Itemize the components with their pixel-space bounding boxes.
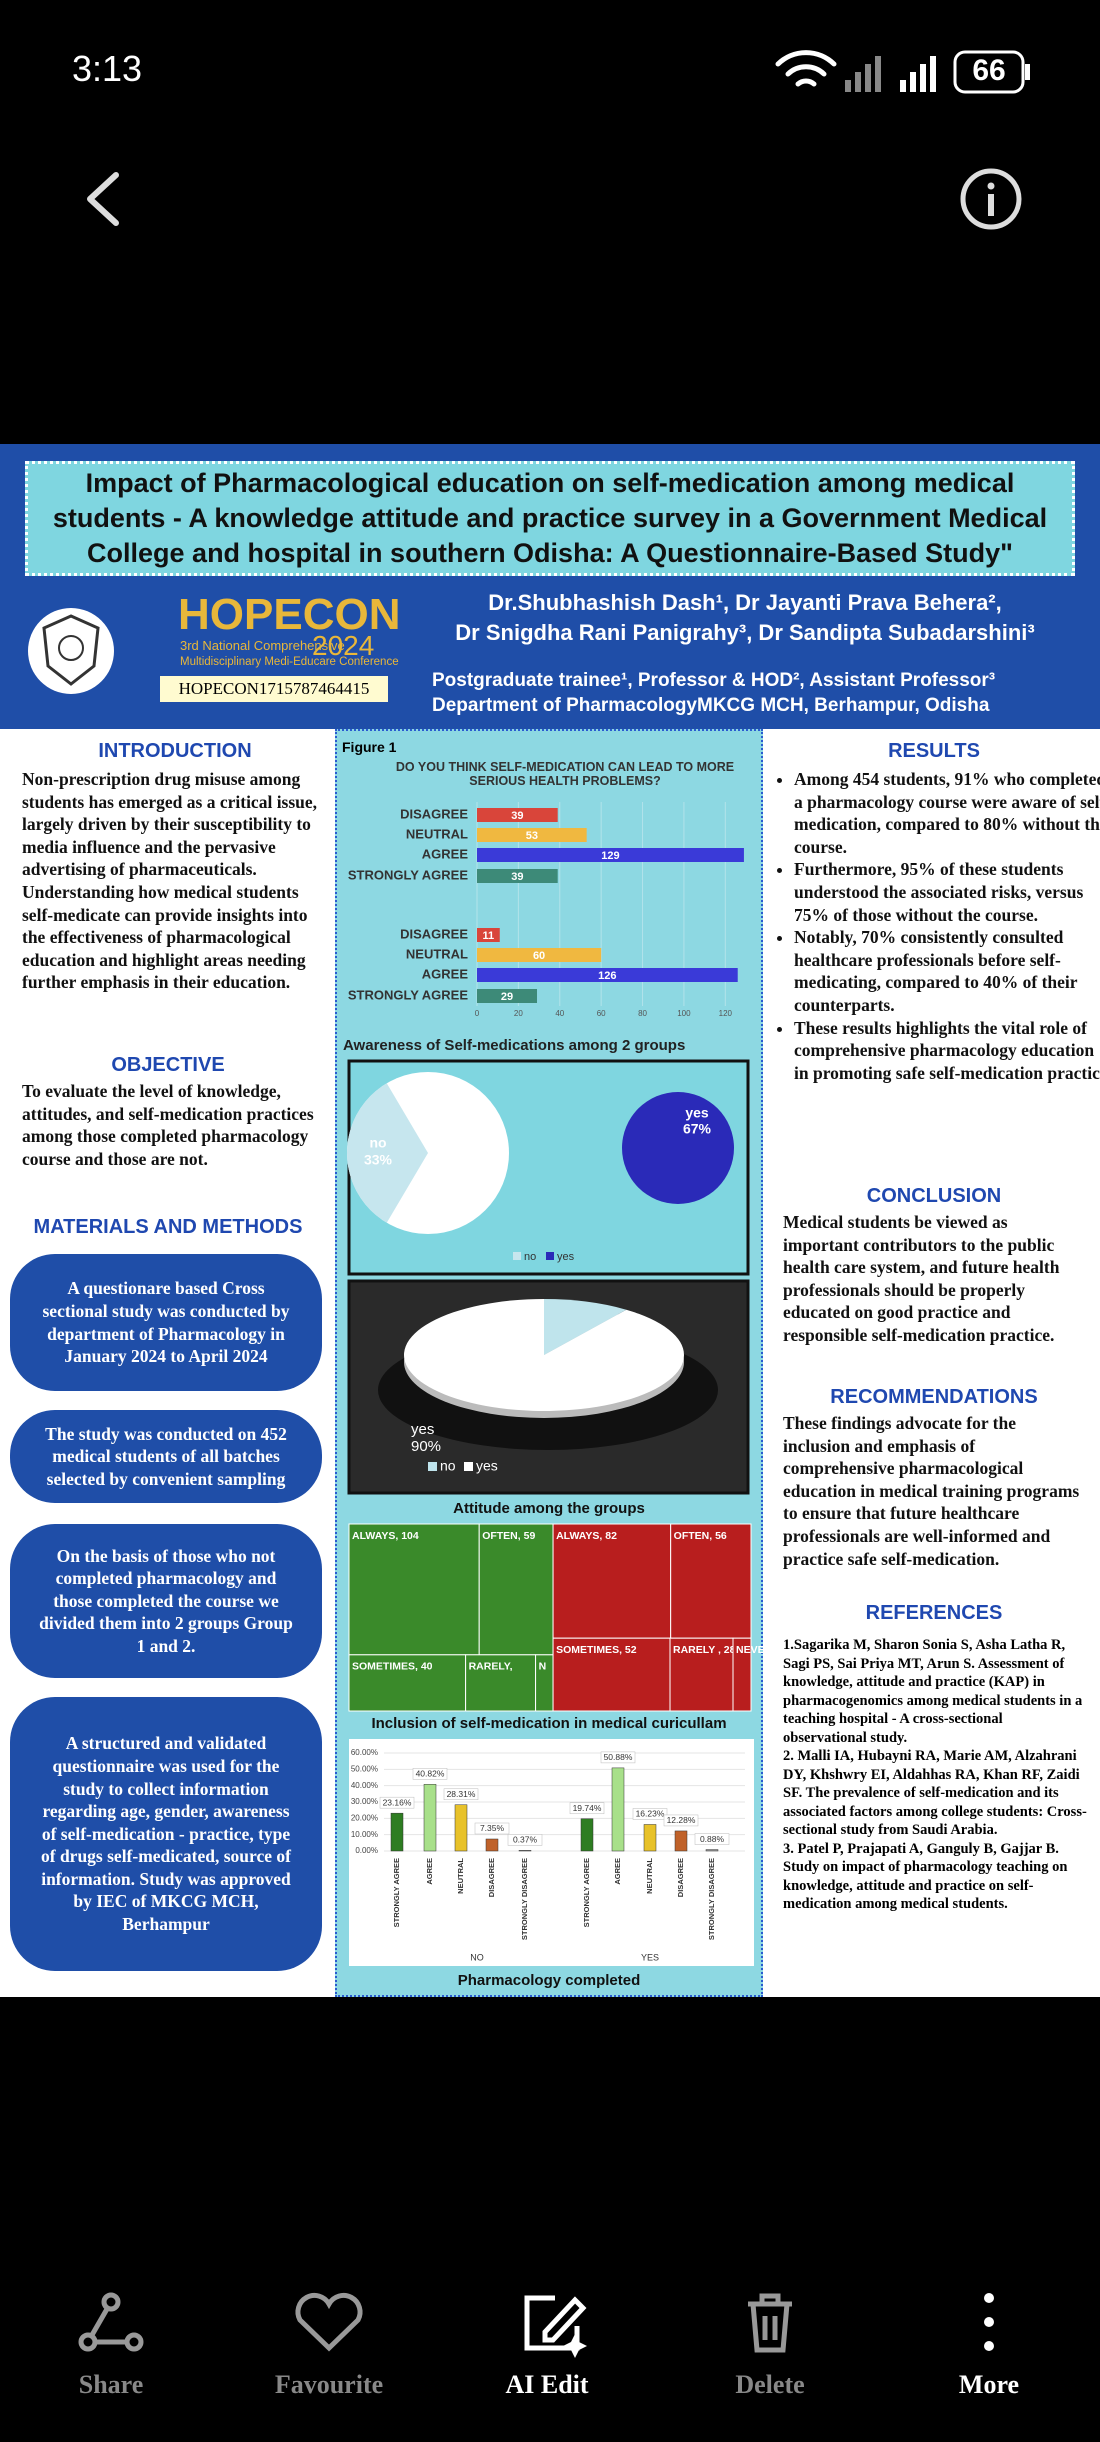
signal-icon — [845, 56, 881, 92]
result-bullet: Among 454 students, 91% who completed a … — [794, 768, 1100, 858]
battery-tip — [1025, 64, 1030, 80]
affiliation-line: Postgraduate trainee¹, Professor & HOD²,… — [432, 670, 996, 691]
nav-label[interactable]: More — [958, 2370, 1020, 2399]
reference: 2. Malli IA, Hubayni RA, Marie AM, Alzah… — [783, 1748, 1087, 1838]
result-bullet: Notably, 70% consistently consulted heal… — [794, 926, 1100, 1016]
conference-year: 2024 — [312, 630, 375, 661]
ai-edit-icon[interactable] — [524, 2295, 587, 2358]
conference-name: HOPECON — [178, 590, 401, 639]
references-list: 1.Sagarika M, Sharon Sonia S, Asha Latha… — [783, 1636, 1088, 1914]
battery-icon — [953, 50, 1025, 94]
nav-label[interactable]: Favourite — [274, 2370, 384, 2399]
objective-text: To evaluate the level of knowledge, atti… — [22, 1081, 314, 1169]
signal-icon — [900, 56, 936, 92]
author-line: Dr.Shubhashish Dash¹, Dr Jayanti Prava B… — [488, 590, 1002, 615]
chart-title: Awareness of Self-medications among 2 gr… — [343, 1037, 686, 1054]
conference-line: Multidisciplinary Medi-Educare Conferenc… — [180, 656, 399, 668]
result-bullet: These results highlights the vital role … — [794, 1017, 1100, 1085]
section-heading: RECOMMENDATIONS — [830, 1386, 1038, 1408]
method-box: A questionare based Cross sectional stud… — [10, 1254, 322, 1391]
nav-icons — [78, 2292, 994, 2358]
method-box: The study was conducted on 452 medical s… — [10, 1410, 322, 1503]
figures-panel — [335, 729, 763, 1997]
result-bullet: Furthermore, 95% of these students under… — [794, 858, 1100, 926]
method-box: A structured and validated questionnaire… — [10, 1697, 322, 1971]
section-heading: INTRODUCTION — [98, 740, 252, 762]
section-heading: RESULTS — [888, 740, 980, 762]
recommendations-text: These findings advocate for the inclusio… — [783, 1413, 1080, 1569]
battery-level: 66 — [972, 54, 1006, 87]
nav-label[interactable]: Delete — [735, 2370, 805, 2399]
status-icons — [775, 50, 1030, 94]
author-line: Dr Snigdha Rani Panigrahy³, Dr Sandipta … — [455, 620, 1035, 645]
nav-label[interactable]: Share — [78, 2370, 144, 2399]
figure-label: Figure 1 — [342, 739, 397, 755]
wifi-icon — [775, 50, 837, 87]
chart-title: DO YOU THINK SELF-MEDICATION CAN LEAD TO… — [395, 760, 735, 788]
section-heading: CONCLUSION — [866, 1185, 1002, 1207]
conclusion-text: Medical students be viewed as important … — [783, 1212, 1060, 1345]
section-heading: REFERENCES — [865, 1602, 1003, 1624]
poster-title: Impact of Pharmacological education on s… — [25, 461, 1075, 576]
section-heading: MATERIALS AND METHODS — [33, 1216, 303, 1238]
results-list: Among 454 students, 91% who completed a … — [766, 768, 1100, 1084]
affiliation-line: Department of PharmacologyMKCG MCH, Berh… — [432, 695, 990, 716]
affiliations: Postgraduate trainee¹, Professor & HOD²,… — [432, 668, 1092, 718]
chart-title: Inclusion of self-medication in medical … — [371, 1715, 727, 1732]
conference-line: 3rd National Comprehensive — [180, 638, 345, 653]
chart-title: Attitude among the groups — [453, 1500, 645, 1517]
favourite-icon[interactable] — [295, 2292, 363, 2352]
info-button[interactable] — [959, 167, 1023, 231]
method-box: On the basis of those who not completed … — [10, 1524, 322, 1678]
reference: 3. Patel P, Prajapati A, Ganguly B, Gajj… — [783, 1840, 1068, 1913]
college-logo — [28, 608, 114, 694]
reference: 1.Sagarika M, Sharon Sonia S, Asha Latha… — [783, 1637, 1083, 1746]
authors: Dr.Shubhashish Dash¹, Dr Jayanti Prava B… — [410, 588, 1080, 648]
conference-code: HOPECON1715787464415 — [160, 676, 388, 702]
intro-text: Non-prescription drug misuse among stude… — [22, 769, 318, 993]
share-icon[interactable] — [78, 2292, 144, 2352]
delete-icon[interactable] — [748, 2293, 792, 2353]
nav-label[interactable]: AI Edit — [505, 2370, 589, 2399]
section-heading: OBJECTIVE — [111, 1054, 225, 1076]
status-time: 3:13 — [72, 48, 143, 89]
more-icon[interactable] — [984, 2293, 994, 2351]
axis-label: Pharmacology completed — [457, 1972, 641, 1989]
back-button[interactable] — [76, 169, 136, 229]
